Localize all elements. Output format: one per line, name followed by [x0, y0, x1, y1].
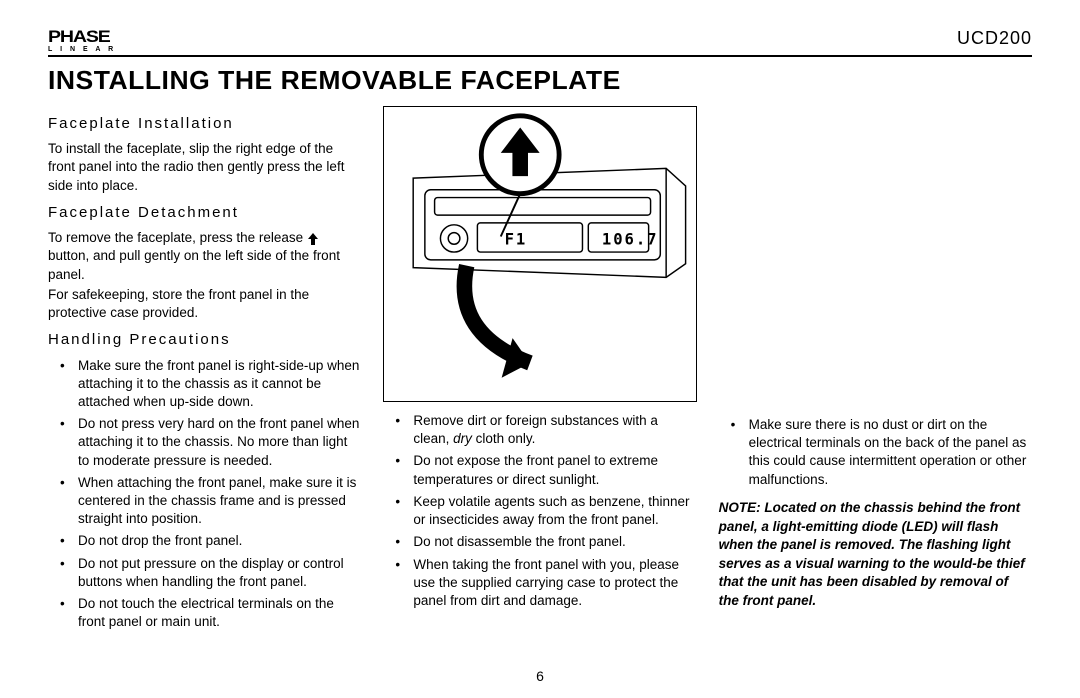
page-title: INSTALLING THE REMOVABLE FACEPLATE [48, 65, 1052, 96]
section-heading-precautions: Handling Precautions [48, 330, 361, 350]
radio-band-text: F1 [505, 230, 528, 248]
logo-text-bottom: L I N E A R [48, 46, 116, 53]
list-item: Keep volatile agents such as benzene, th… [383, 493, 696, 529]
precautions-list-2: Remove dirt or foreign substances with a… [383, 412, 696, 610]
list-item: Do not disassemble the front panel. [383, 533, 696, 551]
list-item: Remove dirt or foreign substances with a… [383, 412, 696, 448]
logo-text-top: PHASE [48, 28, 110, 45]
precautions-list-3: Make sure there is no dust or dirt on th… [719, 416, 1032, 489]
list-item: Make sure the front panel is right-side-… [48, 357, 361, 412]
detachment-text: To remove the faceplate, press the relea… [48, 229, 361, 284]
emphasis-dry: dry [453, 431, 472, 446]
section-heading-detachment: Faceplate Detachment [48, 203, 361, 223]
page-number: 6 [0, 668, 1080, 684]
faceplate-installation-figure: F1 106.7 [383, 106, 696, 402]
storage-text: For safekeeping, store the front panel i… [48, 286, 361, 322]
list-item: When taking the front panel with you, pl… [383, 556, 696, 611]
section-heading-installation: Faceplate Installation [48, 114, 361, 134]
list-item: Do not touch the electrical terminals on… [48, 595, 361, 631]
list-item: Do not press very hard on the front pane… [48, 415, 361, 470]
brand-logo: PHASE L I N E A R [48, 28, 116, 53]
list-item: When attaching the front panel, make sur… [48, 474, 361, 529]
list-item: Do not put pressure on the display or co… [48, 555, 361, 591]
list-item: Make sure there is no dust or dirt on th… [719, 416, 1032, 489]
radio-display-text: 106.7 [602, 230, 659, 248]
column-3: Make sure there is no dust or dirt on th… [719, 106, 1032, 636]
column-2: F1 106.7 Remove dirt or foreign substanc… [383, 106, 696, 636]
precautions-list-1: Make sure the front panel is right-side-… [48, 357, 361, 632]
list-item: Do not drop the front panel. [48, 532, 361, 550]
release-arrow-icon [307, 233, 319, 245]
list-item: Do not expose the front panel to extreme… [383, 452, 696, 488]
header-rule [48, 55, 1032, 57]
installation-text: To install the faceplate, slip the right… [48, 140, 361, 195]
column-1: Faceplate Installation To install the fa… [48, 106, 361, 636]
led-note: NOTE: Located on the chassis behind the … [719, 499, 1032, 611]
model-number: UCD200 [957, 28, 1032, 49]
